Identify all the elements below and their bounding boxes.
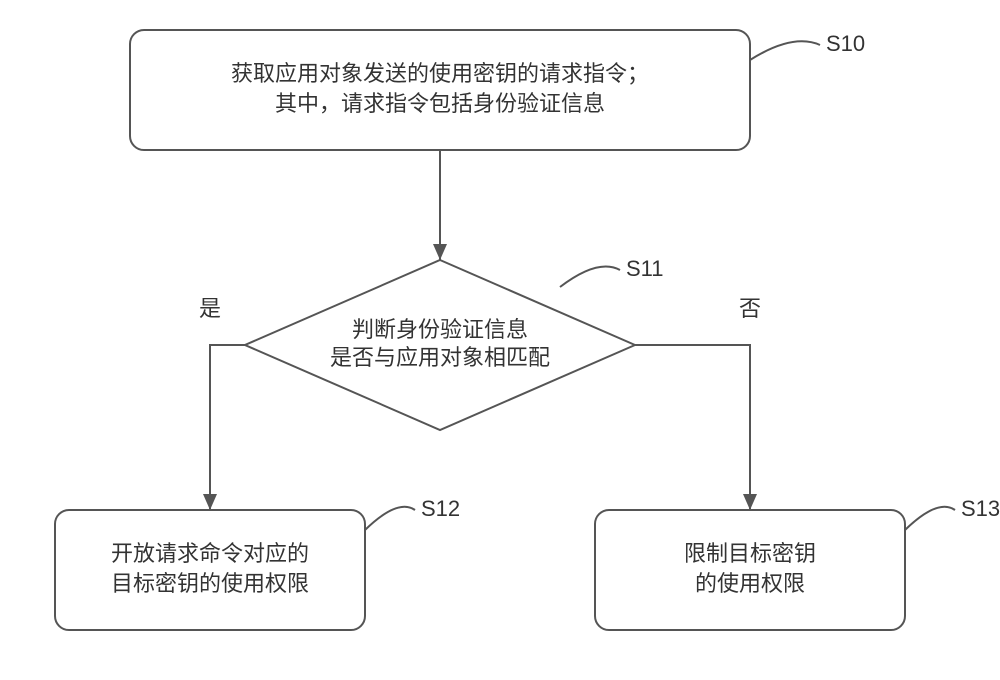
- svg-text:的使用权限: 的使用权限: [695, 571, 805, 596]
- svg-text:是否与应用对象相匹配: 是否与应用对象相匹配: [330, 345, 550, 370]
- svg-text:开放请求命令对应的: 开放请求命令对应的: [111, 541, 309, 566]
- edge-label: 是: [199, 296, 221, 321]
- step-label: S12: [421, 496, 460, 521]
- step-label: S11: [626, 256, 664, 281]
- svg-text:目标密钥的使用权限: 目标密钥的使用权限: [111, 571, 309, 596]
- svg-text:判断身份验证信息: 判断身份验证信息: [352, 317, 528, 342]
- edge-label: 否: [739, 296, 761, 321]
- svg-text:获取应用对象发送的使用密钥的请求指令；: 获取应用对象发送的使用密钥的请求指令；: [231, 61, 649, 86]
- svg-text:限制目标密钥: 限制目标密钥: [684, 541, 816, 566]
- edge: [635, 345, 750, 510]
- svg-text:其中，请求指令包括身份验证信息: 其中，请求指令包括身份验证信息: [275, 91, 605, 116]
- edge: [210, 345, 245, 510]
- step-label: S13: [961, 496, 1000, 521]
- step-label: S10: [826, 31, 865, 56]
